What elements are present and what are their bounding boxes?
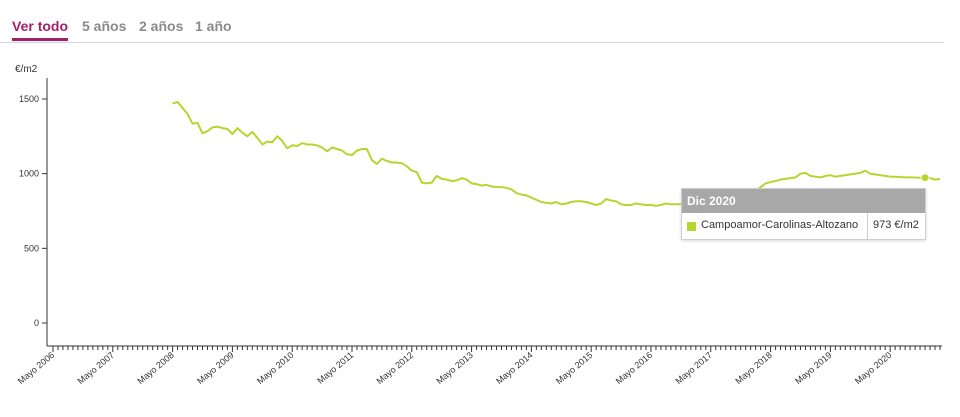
x-tick-label: Mayo 2012 [375, 350, 416, 386]
x-tick-label: Mayo 2009 [195, 350, 236, 386]
x-tick-label: Mayo 2016 [614, 350, 655, 386]
x-tick-label: Mayo 2006 [16, 350, 57, 386]
tooltip-series-name: Campoamor-Carolinas-Altozano [701, 219, 859, 231]
tab-2-anos[interactable]: 2 años [139, 18, 184, 34]
y-tick-label: 1500 [19, 94, 39, 104]
x-tick-label: Mayo 2015 [554, 350, 595, 386]
x-tick-label: Mayo 2017 [674, 350, 715, 386]
x-tick-label: Mayo 2014 [494, 350, 535, 386]
tooltip-date: Dic 2020 [682, 189, 925, 213]
x-tick-label: Mayo 2011 [315, 350, 355, 386]
chart-tooltip: Dic 2020 Campoamor-Carolinas-Altozano 97… [681, 188, 926, 240]
x-tick-label: Mayo 2007 [76, 350, 117, 386]
period-tabs: Ver todo 5 años 2 años 1 año [0, 0, 944, 43]
highlight-point [920, 173, 930, 183]
y-axis-label: €/m2 [15, 64, 38, 75]
x-tick-label: Mayo 2013 [434, 350, 475, 386]
x-tick-label: Mayo 2010 [255, 350, 296, 386]
y-tick-label: 0 [34, 318, 39, 328]
tab-ver-todo[interactable]: Ver todo [12, 18, 69, 41]
x-tick-label: Mayo 2018 [733, 350, 774, 386]
tooltip-value: 973 €/m2 [873, 219, 919, 231]
tab-5-anos[interactable]: 5 años [82, 18, 127, 34]
x-tick-label: Mayo 2019 [793, 350, 834, 386]
tab-1-ano[interactable]: 1 año [195, 18, 232, 34]
tooltip-row: Campoamor-Carolinas-Altozano 973 €/m2 [682, 213, 925, 239]
y-tick-label: 500 [24, 243, 39, 253]
series-swatch [687, 222, 696, 231]
series-line [172, 101, 941, 207]
tooltip-divider [867, 213, 868, 239]
y-tick-label: 1000 [19, 169, 39, 179]
x-tick-label: Mayo 2020 [853, 350, 894, 386]
x-tick-label: Mayo 2008 [135, 350, 176, 386]
